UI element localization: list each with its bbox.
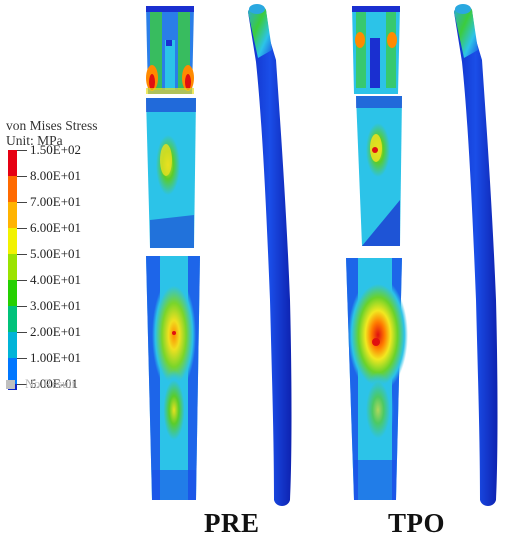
tpo-lower-sleeve — [346, 258, 408, 500]
tpo-upper-socket — [352, 6, 400, 94]
legend-no-result: No Result — [6, 377, 75, 392]
legend-color-scale: 1.50E+02 8.00E+01 7.00E+01 6.00E+01 5.00E+01… — [6, 102, 136, 391]
legend-tick-label: 3.00E+01 — [30, 298, 82, 313]
legend-color-swatch — [8, 358, 17, 384]
legend-tick-label: 2.00E+01 — [30, 324, 82, 339]
pre-rod — [248, 4, 292, 507]
stress-legend: von Mises Stress Unit: MPa 1.50E+02 8.00E… — [6, 118, 126, 391]
legend-tick-line — [17, 306, 27, 307]
pre-upper-socket — [146, 6, 194, 94]
legend-title: von Mises Stress — [6, 118, 98, 133]
legend-tick-label: 4.00E+01 — [30, 272, 82, 287]
legend-tick-line — [17, 176, 27, 177]
legend-tick-label: 8.00E+01 — [30, 168, 82, 183]
caption-pre: PRE — [204, 508, 260, 538]
tpo-upper-sleeve — [356, 96, 402, 246]
pre-upper-sleeve — [146, 98, 196, 248]
caption-tpo: TPO — [388, 508, 446, 538]
legend-tick-line — [17, 202, 27, 203]
legend-tick-line — [17, 358, 27, 359]
legend-tick-label: 5.00E-01 — [30, 376, 79, 391]
legend-color-swatch — [8, 228, 17, 254]
legend-tick-label: 6.00E+01 — [30, 220, 82, 235]
no-result-label: No Result — [25, 377, 76, 391]
legend-tick-line — [17, 384, 27, 385]
legend-color-swatch — [8, 332, 17, 358]
legend-tick-line — [17, 280, 27, 281]
legend-unit: Unit: MPa — [6, 133, 63, 148]
legend-tick-label: 5.00E+01 — [30, 246, 82, 261]
legend-color-swatch — [8, 254, 17, 280]
tpo-rod — [454, 4, 498, 507]
legend-color-swatch — [8, 306, 17, 332]
no-result-swatch — [6, 380, 15, 389]
legend-tick-label: 1.50E+02 — [30, 142, 82, 157]
legend-tick-label: 7.00E+01 — [30, 194, 82, 209]
legend-color-swatch — [8, 280, 17, 306]
legend-tick-line — [17, 254, 27, 255]
legend-tick-line — [17, 228, 27, 229]
legend-color-swatch — [8, 176, 17, 202]
legend-tick-line — [17, 332, 27, 333]
pre-lower-sleeve — [146, 256, 200, 500]
legend-tick-label: 1.00E+01 — [30, 350, 82, 365]
legend-tick-line — [17, 150, 27, 151]
legend-color-swatch — [8, 150, 17, 176]
legend-color-swatch — [8, 202, 17, 228]
